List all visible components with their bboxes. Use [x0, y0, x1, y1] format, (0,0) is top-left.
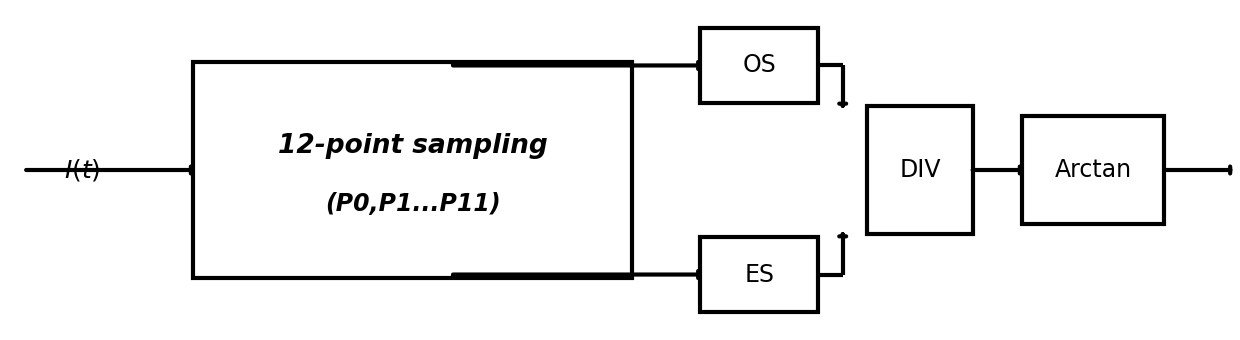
Text: Arctan: Arctan	[1055, 158, 1132, 182]
FancyBboxPatch shape	[868, 106, 972, 234]
FancyBboxPatch shape	[193, 62, 632, 278]
FancyBboxPatch shape	[701, 28, 818, 103]
Text: DIV: DIV	[899, 158, 941, 182]
Text: ES: ES	[744, 262, 774, 287]
Text: 12-point sampling: 12-point sampling	[278, 133, 548, 159]
FancyBboxPatch shape	[1022, 116, 1164, 224]
FancyBboxPatch shape	[701, 237, 818, 312]
Text: (P0,P1...P11): (P0,P1...P11)	[325, 192, 501, 216]
Text: OS: OS	[743, 53, 776, 78]
Text: $\mathit{I}(t)$: $\mathit{I}(t)$	[63, 157, 100, 183]
